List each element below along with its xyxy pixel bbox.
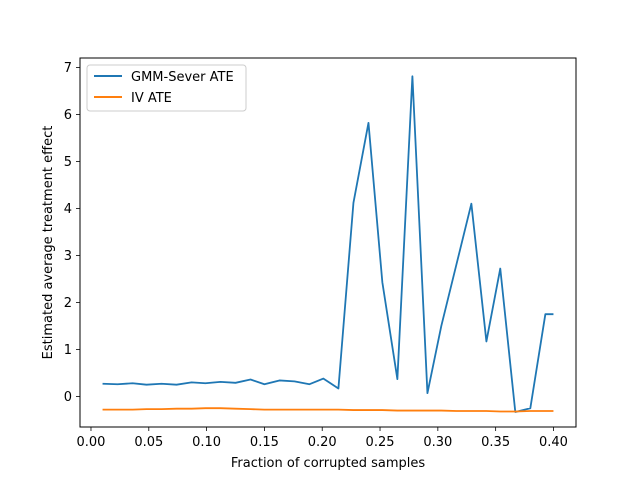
x-tick-label: 0.25 [366,435,395,450]
x-axis: 0.00 0.05 0.10 0.15 0.20 0.25 0.30 0.35 0.40 [77,427,568,450]
x-tick-label: 0.10 [192,435,221,450]
legend-label-iv: IV ATE [131,91,172,106]
x-tick-label: 0.35 [481,435,510,450]
x-tick-label: 0.40 [539,435,568,450]
x-tick-label: 0.30 [423,435,452,450]
y-tick-label: 4 [64,202,72,217]
x-tick-label: 0.05 [134,435,163,450]
x-tick-label: 0.00 [77,435,106,450]
series-layer [102,75,554,413]
y-tick-label: 3 [64,249,72,264]
y-tick-label: 6 [64,108,72,123]
y-axis: 0 1 2 3 4 5 6 7 [64,61,80,405]
legend: GMM-Sever ATE IV ATE [86,64,247,112]
x-tick-label: 0.15 [250,435,279,450]
y-tick-label: 2 [64,296,72,311]
y-tick-label: 1 [64,343,72,358]
y-axis-label: Estimated average treatment effect [41,126,56,360]
series-line-iv-ate [102,407,554,413]
y-tick-label: 5 [64,155,72,170]
legend-label-gmm-sever: GMM-Sever ATE [131,70,234,85]
axes-frame [79,57,577,428]
y-tick-label: 7 [64,61,72,76]
x-axis-label: Fraction of corrupted samples [231,456,425,471]
y-tick-label: 0 [64,390,72,405]
series-line-gmm-sever-ate [102,75,554,413]
legend-box [86,64,247,112]
x-tick-label: 0.20 [308,435,337,450]
